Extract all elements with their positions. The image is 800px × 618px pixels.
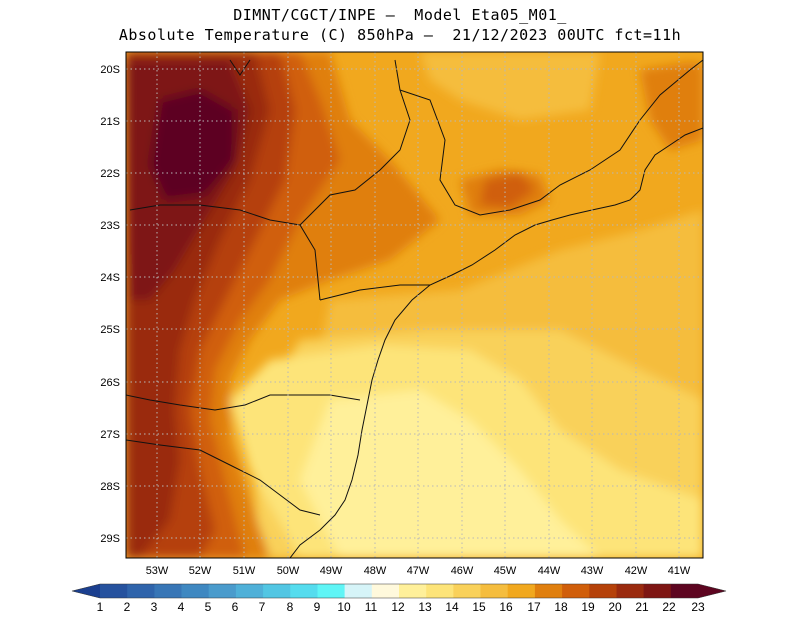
colorbar-label: 9 bbox=[314, 600, 321, 614]
colorbar-label: 1 bbox=[97, 600, 104, 614]
colorbar-label: 16 bbox=[499, 600, 513, 614]
lon-label: 43W bbox=[581, 565, 604, 577]
lat-label: 23S bbox=[100, 220, 120, 232]
colorbar-swatch bbox=[562, 584, 590, 598]
colorbar-swatch bbox=[534, 584, 563, 598]
colorbar-label: 13 bbox=[418, 600, 432, 614]
colorbar-swatch bbox=[643, 584, 672, 598]
coastline-and-borders bbox=[126, 59, 703, 558]
colorbar-label: 6 bbox=[232, 600, 239, 614]
colorbar-label: 22 bbox=[662, 600, 676, 614]
longitude-labels: 53W 52W 51W 50W 49W 48W 47W 46W 45W 44W … bbox=[146, 565, 691, 577]
colorbar-label: 2 bbox=[124, 600, 131, 614]
colorbar-swatch bbox=[263, 584, 291, 598]
lat-label: 20S bbox=[100, 64, 120, 76]
colorbar-swatch bbox=[317, 584, 346, 598]
colorbar-label: 23 bbox=[691, 600, 705, 614]
lon-label: 49W bbox=[320, 565, 343, 577]
colorbar-swatch bbox=[290, 584, 318, 598]
colorbar-swatch bbox=[480, 584, 509, 598]
colorbar-label: 14 bbox=[445, 600, 459, 614]
lon-label: 44W bbox=[538, 565, 561, 577]
colorbar-swatch bbox=[371, 584, 400, 598]
lon-label: 41W bbox=[668, 565, 691, 577]
colorbar-swatch bbox=[399, 584, 427, 598]
colorbar-swatch bbox=[426, 584, 454, 598]
colorbar-label: 21 bbox=[635, 600, 649, 614]
colorbar-labels: 1 2 3 4 5 6 7 8 9 10 11 12 13 14 15 16 1… bbox=[97, 600, 705, 614]
colorbar-label: 4 bbox=[178, 600, 185, 614]
colorbar-label: 20 bbox=[608, 600, 622, 614]
lon-label: 42W bbox=[625, 565, 648, 577]
lon-label: 50W bbox=[277, 565, 300, 577]
colorbar-swatch bbox=[127, 584, 155, 598]
colorbar-swatch bbox=[208, 584, 237, 598]
lon-label: 52W bbox=[189, 565, 212, 577]
lat-label: 22S bbox=[100, 168, 120, 180]
colorbar-label: 18 bbox=[554, 600, 568, 614]
colorbar-left-arrow bbox=[72, 584, 100, 598]
colorbar-label: 12 bbox=[391, 600, 405, 614]
colorbar bbox=[71, 583, 727, 599]
lon-label: 51W bbox=[233, 565, 256, 577]
colorbar-right-arrow bbox=[698, 584, 726, 598]
colorbar-swatch bbox=[344, 584, 373, 598]
lat-label: 26S bbox=[100, 377, 120, 389]
lat-label: 28S bbox=[100, 481, 120, 493]
colorbar-swatch bbox=[181, 584, 210, 598]
colorbar-label: 11 bbox=[365, 600, 378, 614]
lon-label: 47W bbox=[407, 565, 430, 577]
lat-lon-grid bbox=[126, 52, 703, 558]
latitude-labels: 20S 21S 22S 23S 24S 25S 26S 27S 28S 29S bbox=[100, 64, 120, 545]
colorbar-swatch bbox=[100, 584, 128, 598]
lon-label: 53W bbox=[146, 565, 169, 577]
colorbar-swatch bbox=[453, 584, 482, 598]
lon-label: 46W bbox=[451, 565, 474, 577]
colorbar-label: 8 bbox=[287, 600, 294, 614]
colorbar-swatch bbox=[670, 584, 699, 598]
colorbar-label: 19 bbox=[581, 600, 595, 614]
colorbar-swatch bbox=[589, 584, 617, 598]
colorbar-label: 10 bbox=[337, 600, 351, 614]
colorbar-label: 17 bbox=[527, 600, 541, 614]
map-title-line1: DIMNT/CGCT/INPE – Model Eta05_M01_ bbox=[233, 6, 567, 24]
temperature-field bbox=[126, 52, 703, 558]
colorbar-swatch bbox=[616, 584, 645, 598]
lat-label: 25S bbox=[100, 324, 120, 336]
lon-label: 45W bbox=[494, 565, 517, 577]
lat-label: 27S bbox=[100, 429, 120, 441]
colorbar-outline bbox=[71, 583, 727, 599]
colorbar-label: 5 bbox=[205, 600, 212, 614]
plot-frame bbox=[125, 51, 704, 559]
colorbar-swatch bbox=[154, 584, 183, 598]
lat-label: 29S bbox=[100, 533, 120, 545]
lat-label: 21S bbox=[100, 116, 120, 128]
map-title-line2: Absolute Temperature (C) 850hPa – 21/12/… bbox=[118, 26, 682, 44]
colorbar-swatch bbox=[235, 584, 264, 598]
lat-label: 24S bbox=[100, 272, 120, 284]
colorbar-label: 15 bbox=[472, 600, 486, 614]
lon-label: 48W bbox=[364, 565, 387, 577]
colorbar-label: 7 bbox=[259, 600, 266, 614]
colorbar-label: 3 bbox=[151, 600, 158, 614]
colorbar-swatch bbox=[507, 584, 536, 598]
